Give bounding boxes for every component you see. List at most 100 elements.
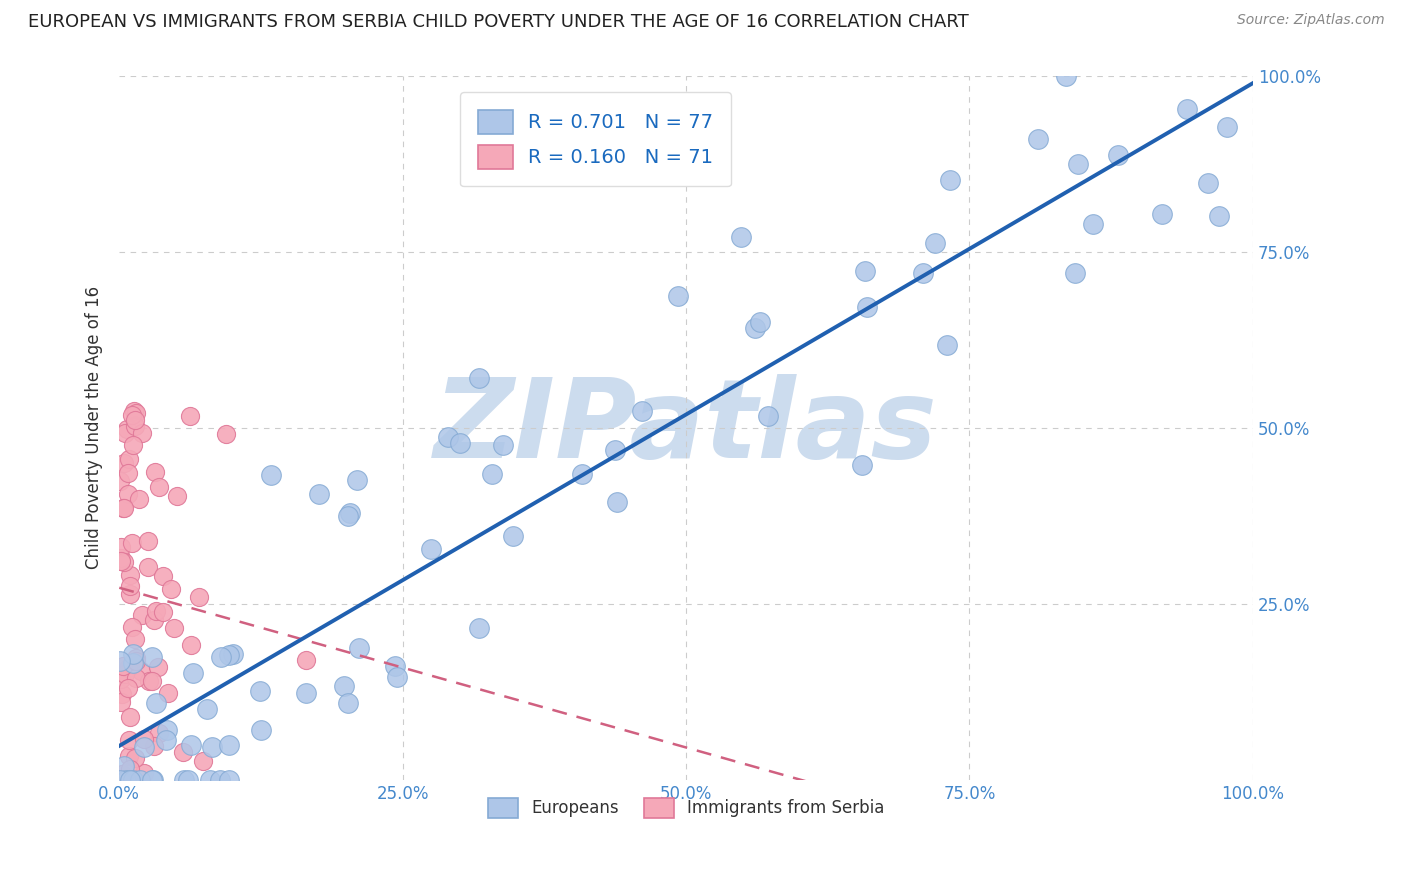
Point	[571, 467, 593, 481]
Point	[449, 436, 471, 450]
Point	[1208, 209, 1230, 223]
Point	[180, 738, 202, 752]
Point	[148, 726, 170, 740]
Point	[117, 660, 139, 674]
Point	[468, 621, 491, 635]
Point	[118, 749, 141, 764]
Point	[437, 429, 460, 443]
Point	[110, 554, 132, 568]
Point	[756, 409, 779, 423]
Point	[419, 542, 441, 557]
Text: ZIPatlas: ZIPatlas	[434, 375, 938, 482]
Point	[110, 695, 132, 709]
Point	[201, 739, 224, 754]
Y-axis label: Child Poverty Under the Age of 16: Child Poverty Under the Age of 16	[86, 286, 103, 569]
Point	[218, 773, 240, 788]
Point	[339, 507, 361, 521]
Point	[110, 673, 132, 687]
Point	[114, 666, 136, 681]
Point	[121, 536, 143, 550]
Point	[125, 654, 148, 668]
Point	[295, 686, 318, 700]
Text: Source: ZipAtlas.com: Source: ZipAtlas.com	[1237, 13, 1385, 28]
Point	[110, 541, 132, 555]
Point	[333, 679, 356, 693]
Point	[120, 579, 142, 593]
Point	[347, 641, 370, 656]
Point	[179, 409, 201, 424]
Point	[152, 569, 174, 583]
Point	[173, 773, 195, 788]
Point	[143, 739, 166, 753]
Point	[142, 613, 165, 627]
Point	[114, 773, 136, 788]
Point	[856, 300, 879, 314]
Point	[337, 508, 360, 523]
Point	[124, 419, 146, 434]
Point	[117, 487, 139, 501]
Point	[159, 582, 181, 596]
Point	[122, 648, 145, 662]
Point	[1054, 69, 1077, 83]
Point	[131, 608, 153, 623]
Point	[129, 773, 152, 788]
Point	[118, 710, 141, 724]
Point	[120, 568, 142, 582]
Point	[118, 587, 141, 601]
Point	[112, 759, 135, 773]
Legend: Europeans, Immigrants from Serbia: Europeans, Immigrants from Serbia	[481, 791, 891, 825]
Point	[124, 751, 146, 765]
Point	[384, 659, 406, 673]
Point	[1107, 148, 1129, 162]
Point	[141, 674, 163, 689]
Point	[1026, 131, 1049, 145]
Point	[260, 468, 283, 483]
Point	[112, 456, 135, 470]
Point	[295, 653, 318, 667]
Point	[117, 452, 139, 467]
Point	[200, 773, 222, 788]
Point	[125, 406, 148, 420]
Point	[215, 426, 238, 441]
Point	[111, 767, 134, 781]
Point	[141, 650, 163, 665]
Point	[502, 529, 524, 543]
Point	[110, 475, 132, 489]
Point	[112, 501, 135, 516]
Point	[744, 321, 766, 335]
Point	[218, 738, 240, 752]
Point	[336, 696, 359, 710]
Point	[121, 408, 143, 422]
Point	[606, 495, 628, 509]
Point	[748, 314, 770, 328]
Point	[122, 404, 145, 418]
Point	[492, 438, 515, 452]
Point	[141, 773, 163, 788]
Point	[181, 666, 204, 681]
Point	[938, 173, 960, 187]
Point	[1216, 120, 1239, 134]
Point	[346, 473, 368, 487]
Point	[112, 658, 135, 673]
Point	[385, 670, 408, 684]
Point	[131, 425, 153, 440]
Point	[730, 230, 752, 244]
Point	[118, 733, 141, 747]
Point	[155, 732, 177, 747]
Point	[122, 438, 145, 452]
Point	[156, 723, 179, 737]
Point	[172, 745, 194, 759]
Point	[481, 467, 503, 481]
Point	[110, 773, 132, 788]
Point	[115, 422, 138, 436]
Point	[1175, 103, 1198, 117]
Point	[157, 685, 180, 699]
Point	[209, 650, 232, 665]
Point	[1081, 217, 1104, 231]
Point	[936, 338, 959, 352]
Point	[308, 487, 330, 501]
Point	[138, 674, 160, 689]
Point	[924, 236, 946, 251]
Point	[1197, 176, 1219, 190]
Point	[605, 443, 627, 458]
